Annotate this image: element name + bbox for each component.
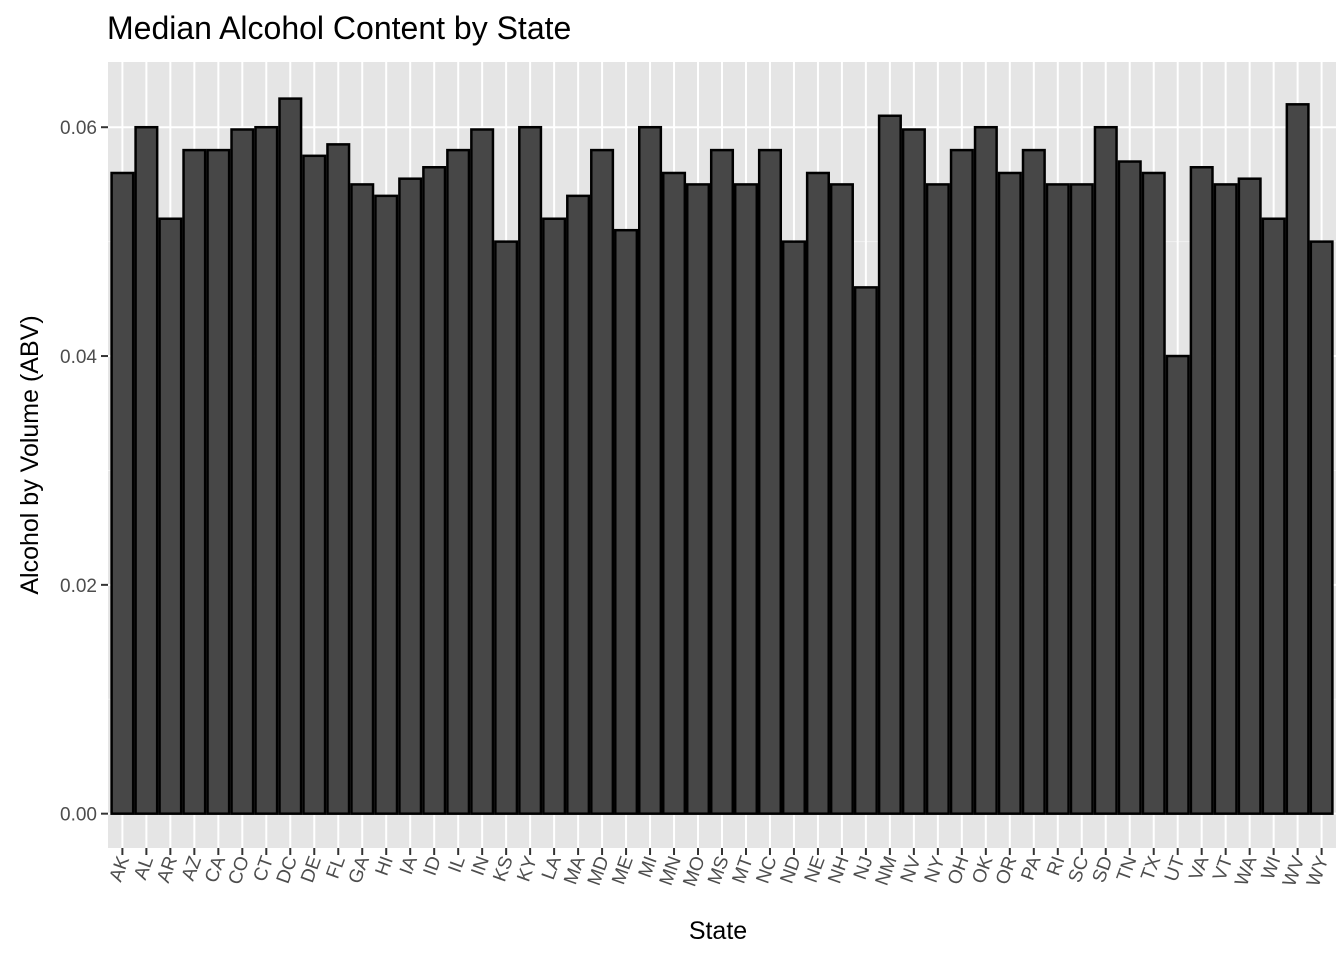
bar-nj bbox=[853, 286, 878, 815]
x-tick-label: ND bbox=[777, 854, 806, 887]
bar-mt bbox=[733, 183, 759, 815]
bar-ca bbox=[206, 148, 231, 815]
y-tick-label: 0.02 bbox=[60, 576, 97, 597]
x-tick-label: AK bbox=[106, 853, 135, 884]
bar-al bbox=[134, 125, 159, 815]
bar-wv bbox=[1285, 103, 1310, 815]
x-tick-label: NH bbox=[824, 854, 853, 887]
bar-md bbox=[590, 148, 615, 815]
bar-oh bbox=[949, 148, 974, 815]
bar-tn bbox=[1117, 160, 1142, 815]
x-tick-label: SC bbox=[1065, 854, 1094, 886]
bar-nm bbox=[877, 114, 902, 815]
x-axis: AKALARAZCACOCTDCDEFLGAHIIAIDILINKSKYLAMA… bbox=[106, 848, 1333, 890]
y-tick-label: 0.00 bbox=[60, 805, 97, 826]
bar-wy bbox=[1309, 240, 1334, 815]
x-tick-label: HI bbox=[372, 854, 398, 879]
bar-de bbox=[302, 154, 327, 815]
x-tick-label: IA bbox=[396, 853, 422, 877]
y-axis: 0.00 0.02 0.04 0.06 bbox=[60, 118, 108, 826]
bar-co bbox=[230, 128, 255, 815]
y-tick-label: 0.06 bbox=[60, 118, 97, 139]
bar-ms bbox=[709, 148, 735, 815]
bar-nh bbox=[829, 183, 854, 815]
bar-me bbox=[614, 228, 639, 815]
bar-ne bbox=[805, 171, 830, 815]
bar-ma bbox=[566, 194, 591, 815]
bar-il bbox=[446, 148, 471, 815]
x-tick-label: MO bbox=[680, 854, 710, 890]
x-tick-label: WA bbox=[1231, 853, 1261, 889]
x-tick-label: NM bbox=[872, 854, 902, 889]
bar-fl bbox=[326, 143, 351, 815]
bar-wi bbox=[1261, 217, 1286, 815]
bar-az bbox=[182, 148, 207, 815]
x-tick-label: IL bbox=[445, 854, 470, 876]
bar-hi bbox=[374, 194, 399, 815]
bar-ok bbox=[973, 125, 998, 815]
bar-in bbox=[470, 128, 495, 815]
x-tick-label: MS bbox=[704, 854, 733, 888]
bar-pa bbox=[1021, 148, 1046, 815]
y-tick-label: 0.04 bbox=[60, 347, 97, 368]
bar-mo bbox=[685, 183, 711, 815]
x-tick-label: NC bbox=[753, 854, 782, 887]
x-tick-label: PA bbox=[1018, 853, 1046, 883]
bar-ut bbox=[1165, 354, 1190, 815]
bar-nc bbox=[757, 148, 783, 815]
bars bbox=[110, 97, 1334, 815]
x-tick-label: DE bbox=[297, 854, 326, 886]
bar-va bbox=[1189, 166, 1214, 815]
x-tick-label: UT bbox=[1161, 853, 1190, 884]
bar-vt bbox=[1213, 183, 1238, 815]
bar-sc bbox=[1069, 183, 1094, 815]
x-tick-label: CO bbox=[225, 854, 254, 888]
chart-title: Median Alcohol Content by State bbox=[107, 10, 571, 46]
bar-ct bbox=[254, 125, 279, 815]
bar-mi bbox=[638, 125, 663, 815]
bar-ri bbox=[1045, 183, 1070, 815]
x-axis-title: State bbox=[689, 917, 747, 945]
bar-ky bbox=[518, 125, 543, 815]
bar-ak bbox=[110, 171, 135, 815]
x-tick-label: MD bbox=[584, 854, 614, 889]
x-tick-label: ID bbox=[420, 854, 446, 879]
bar-mn bbox=[661, 171, 687, 815]
bar-dc bbox=[278, 97, 303, 815]
bar-wa bbox=[1237, 177, 1262, 815]
x-tick-label: NE bbox=[801, 854, 830, 886]
x-tick-label: TN bbox=[1113, 854, 1141, 885]
x-tick-label: GA bbox=[345, 853, 374, 886]
x-tick-label: AR bbox=[153, 854, 182, 886]
x-tick-label: WV bbox=[1279, 853, 1309, 889]
x-tick-label: OH bbox=[944, 854, 973, 888]
bar-sd bbox=[1093, 125, 1118, 815]
x-tick-label: TX bbox=[1137, 853, 1165, 883]
bar-or bbox=[997, 171, 1022, 815]
x-tick-label: MT bbox=[729, 853, 758, 886]
bar-ia bbox=[398, 177, 423, 815]
x-tick-label: VA bbox=[1185, 853, 1213, 883]
bar-ny bbox=[925, 183, 950, 815]
bar-nv bbox=[901, 128, 926, 815]
bar-ar bbox=[158, 217, 183, 815]
x-tick-label: KS bbox=[489, 854, 517, 885]
bar-ga bbox=[350, 183, 375, 815]
x-tick-label: OR bbox=[992, 854, 1021, 888]
x-tick-label: WY bbox=[1303, 853, 1333, 889]
bar-nd bbox=[781, 240, 806, 815]
x-tick-label: SD bbox=[1089, 854, 1118, 886]
bar-la bbox=[542, 217, 567, 815]
x-tick-label: NV bbox=[897, 853, 926, 885]
y-axis-title: Alcohol by Volume (ABV) bbox=[16, 315, 44, 594]
bar-id bbox=[422, 166, 447, 815]
bar-tx bbox=[1141, 171, 1166, 815]
x-tick-label: ME bbox=[608, 854, 637, 888]
x-tick-label: DC bbox=[273, 854, 302, 887]
x-tick-label: KY bbox=[513, 853, 542, 884]
bar-ks bbox=[494, 240, 519, 815]
